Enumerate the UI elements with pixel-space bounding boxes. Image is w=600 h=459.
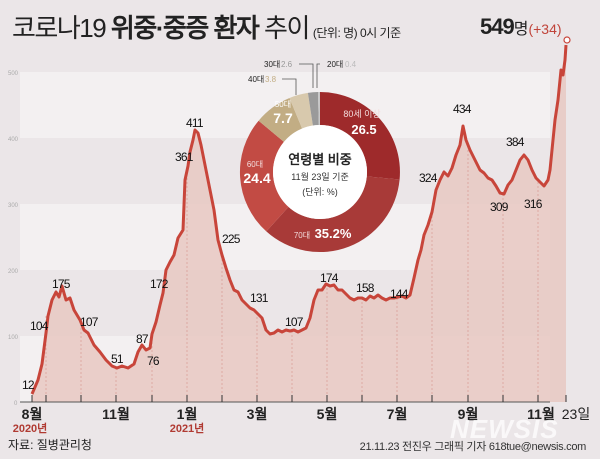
title-suffix: 추이: [258, 13, 310, 43]
chart-title: 코로나19 위중·중증 환자 추이 (단위: 명) 0시 기준: [12, 8, 401, 45]
slice-label-20s: 20대: [327, 60, 343, 69]
point-label: 12: [22, 378, 35, 392]
unit-note: (단위: 명) 0시 기준: [312, 26, 401, 40]
slice-value-60s: 24.4: [243, 170, 270, 186]
slice-value-20s: 0.4: [345, 60, 357, 69]
x-tick: 8월: [22, 406, 43, 422]
point-label: 76: [147, 354, 160, 368]
donut-slice-70s: [266, 176, 400, 253]
slice-value-30s: 2.6: [281, 60, 293, 69]
credit-note: 21.11.23 전진우 그래픽 기자 618tue@newsis.com: [359, 441, 587, 453]
point-label: 434: [453, 102, 472, 116]
slice-value-80plus: 26.5: [351, 122, 376, 137]
latest-diff: (+34): [528, 21, 562, 37]
slice-label-60s: 60대: [247, 160, 263, 169]
donut-slice-80plus: [320, 92, 400, 180]
point-labels: 12 104 175 107 51 87 76 172 361 411 225 …: [22, 102, 544, 392]
area-fill: [32, 45, 566, 402]
donut-slice-50s: [258, 98, 303, 142]
donut-slice-40s: [289, 92, 313, 129]
slice-value-40s: 3.8: [265, 75, 277, 84]
point-label: 309: [490, 200, 509, 214]
x-tick: 7월: [387, 406, 408, 422]
latest-value: 549: [480, 14, 515, 39]
donut-slice-60s: [239, 120, 289, 232]
x-tick: 5월: [317, 406, 338, 422]
title-main: 위중·중증 환자: [110, 13, 260, 43]
slice-label-40s: 40대: [248, 75, 264, 84]
point-label: 384: [506, 135, 525, 149]
x-axis: 8월 11월 1월 3월 5월 7월 9월 11월 23일 2020년 2021…: [13, 395, 590, 435]
slice-label-80plus: 80세 이상: [343, 109, 380, 119]
y-tick: 300: [8, 203, 19, 209]
donut-slice-20s: [318, 91, 320, 125]
x-tick: 1월: [177, 406, 198, 422]
newsis-watermark: NEWSIS: [450, 414, 559, 444]
age-donut-chart: 연령별 비중 11월 23일 기준 (단위: %) 80세 이상 26.5 70…: [239, 60, 400, 253]
point-label: 87: [136, 332, 149, 346]
y-tick: 0: [14, 401, 18, 407]
point-label: 51: [111, 352, 124, 366]
slice-label-30s: 30대: [264, 60, 280, 69]
x-tick: 23일: [562, 406, 590, 422]
y-tick: 400: [8, 137, 19, 143]
donut-center-date: 11월 23일 기준: [291, 171, 348, 182]
slice-value-50s: 7.7: [273, 110, 293, 126]
dashed-guides: [45, 150, 539, 398]
x-tick: 3월: [247, 406, 268, 422]
slice-value-70s: 35.2%: [315, 226, 352, 241]
latest-unit: 명: [513, 21, 529, 38]
source-note: 자료: 질병관리청: [8, 438, 92, 452]
x-tick: 11월: [102, 406, 130, 422]
point-label: 172: [150, 277, 169, 291]
y-axis: 500 400 300 200 100 0: [8, 71, 19, 407]
point-label: 144: [390, 287, 409, 301]
title-prefix: 코로나19: [12, 13, 111, 43]
donut-slice-30s: [307, 92, 319, 126]
point-label: 174: [320, 271, 339, 285]
point-label: 324: [419, 171, 438, 185]
point-label: 175: [52, 277, 71, 291]
latest-value-callout: 549명(+34): [480, 14, 562, 40]
x-tick: 11월: [527, 406, 555, 422]
donut-center-unit: (단위: %): [302, 187, 338, 197]
x-tick: 9월: [458, 406, 479, 422]
point-label: 411: [186, 116, 204, 130]
y-tick: 200: [8, 269, 19, 275]
year-label: 2020년: [13, 421, 48, 435]
latest-point-marker: [563, 36, 571, 44]
slice-label-50s: 50대: [275, 100, 291, 109]
point-label: 158: [356, 281, 375, 295]
y-tick: 100: [8, 335, 19, 341]
point-label: 104: [30, 319, 49, 333]
data-line: [30, 44, 568, 395]
y-tick: 500: [8, 71, 19, 77]
donut-center-title: 연령별 비중: [288, 152, 351, 167]
point-label: 225: [222, 232, 241, 246]
slice-label-70s: 70대: [294, 231, 310, 240]
year-label: 2021년: [170, 421, 205, 435]
point-label: 361: [175, 150, 194, 164]
point-label: 107: [80, 315, 99, 329]
point-label: 316: [524, 197, 543, 211]
point-label: 131: [250, 291, 269, 305]
point-label: 107: [285, 315, 304, 329]
